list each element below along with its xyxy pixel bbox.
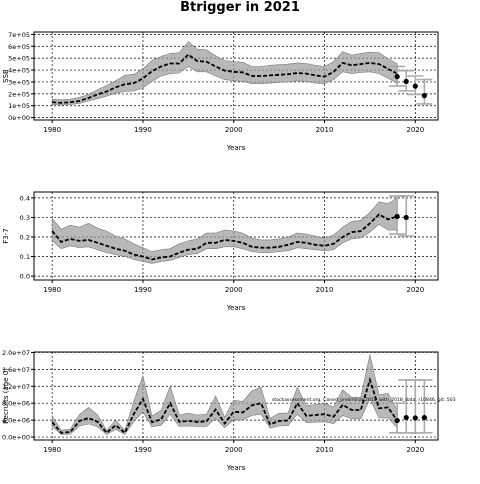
projection-point <box>421 93 427 99</box>
plot-frame <box>33 31 439 121</box>
x-axis-label: Years <box>226 464 246 472</box>
figure-title: Btrigger in 2021 <box>180 0 300 15</box>
x-tick-label: 2020 <box>406 286 424 294</box>
x-tick-label: 2010 <box>316 446 334 454</box>
x-tick-label: 2000 <box>225 286 243 294</box>
y-tick-label: 0.2 <box>20 233 30 241</box>
y-tick-label: 2e+05 <box>8 90 30 98</box>
projection-point <box>412 415 418 421</box>
x-tick-label: 2000 <box>225 126 243 134</box>
y-tick-label: 0.4 <box>20 194 30 202</box>
y-tick-label: 1.6e+07 <box>2 366 30 374</box>
y-tick-label: 1.2e+07 <box>2 383 30 391</box>
panel-1: 1980 1990 2000 2010 2020 0e+00 1e+05 2e+05 3e+05… <box>2 31 439 152</box>
x-tick-label: 2020 <box>406 446 424 454</box>
estimate-line <box>51 376 398 435</box>
confidence-band <box>51 41 398 106</box>
y-tick-label: 0e+00 <box>8 114 30 122</box>
y-axis-label: SSB <box>2 69 10 83</box>
y-axis-label: Recruits (age 0) <box>2 368 10 424</box>
x-tick-label: 2000 <box>225 446 243 454</box>
y-tick-label: 8.0e+06 <box>2 400 30 408</box>
y-tick-label: 4.0e+06 <box>2 417 30 425</box>
projection-point <box>412 83 418 89</box>
confidence-band <box>51 197 398 264</box>
x-tick-label: 1980 <box>43 126 61 134</box>
projection-point <box>394 417 400 424</box>
x-tick-label: 2010 <box>316 286 334 294</box>
projection-point <box>403 214 409 221</box>
projection-point <box>394 73 400 80</box>
y-tick-label: 6e+05 <box>8 43 30 51</box>
y-tick-label: 1e+05 <box>8 102 30 110</box>
x-tick-label: 1980 <box>43 286 61 294</box>
y-tick-label: 0.0 <box>20 273 30 281</box>
x-tick-label: 2010 <box>316 126 334 134</box>
y-tick-label: 5e+05 <box>8 55 30 63</box>
y-tick-label: 0.1 <box>20 253 30 261</box>
stamp-note: stockassessment.org, Coned_preliminar-20… <box>272 397 456 403</box>
x-axis-label: Years <box>226 144 246 152</box>
plot-frame <box>33 351 439 441</box>
y-tick-label: 3e+05 <box>8 78 30 86</box>
projection-point <box>403 414 409 421</box>
y-tick-label: 4e+05 <box>8 67 30 75</box>
x-tick-label: 1990 <box>134 286 152 294</box>
x-tick-label: 1980 <box>43 446 61 454</box>
y-tick-label: 2.0e+07 <box>2 349 30 357</box>
y-tick-label: 0.3 <box>20 214 30 222</box>
projection-point <box>421 414 427 421</box>
estimate-line <box>52 53 398 104</box>
panel-2: 1980 1990 2000 2010 2020 0.0 0.1 0.2 0.3 0.4 Years… <box>2 191 439 312</box>
x-axis-label: Years <box>226 304 246 312</box>
y-tick-label: 7e+05 <box>8 31 30 39</box>
panel-3: 1980 1990 2000 2010 2020 0.0e+00 4.0e+06 8.0e+0… <box>2 349 439 472</box>
projection-point <box>394 213 400 220</box>
y-axis-label: F3-7 <box>2 228 10 243</box>
plot-frame <box>33 191 439 281</box>
x-tick-label: 2020 <box>406 126 424 134</box>
projection-point <box>403 78 409 84</box>
x-tick-label: 1990 <box>134 446 152 454</box>
x-tick-label: 1990 <box>134 126 152 134</box>
y-tick-label: 0.0e+00 <box>2 434 30 442</box>
